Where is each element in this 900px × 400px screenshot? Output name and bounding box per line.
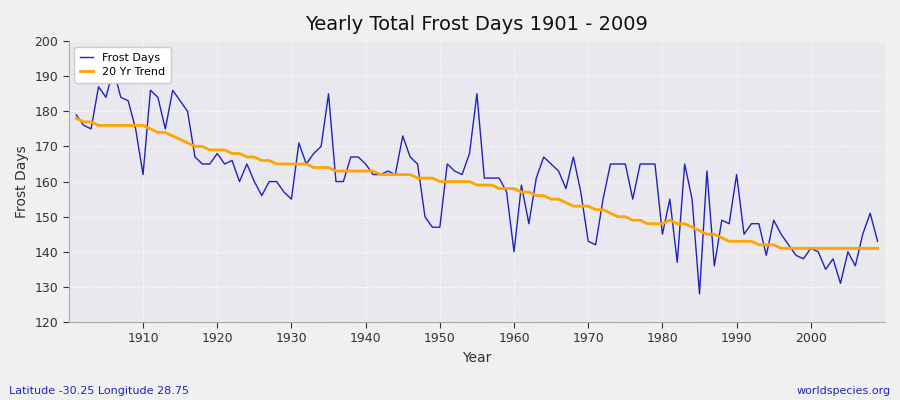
Frost Days <box>108 67 119 72</box>
Frost Days <box>138 172 148 177</box>
Frost Days <box>301 162 311 166</box>
Frost Days <box>605 162 616 166</box>
Frost Days <box>71 112 82 117</box>
20 Yr Trend <box>71 116 82 121</box>
20 Yr Trend <box>293 162 304 166</box>
Legend: Frost Days, 20 Yr Trend: Frost Days, 20 Yr Trend <box>75 47 171 83</box>
X-axis label: Year: Year <box>463 351 491 365</box>
20 Yr Trend <box>598 207 608 212</box>
20 Yr Trend <box>338 169 349 174</box>
Text: Latitude -30.25 Longitude 28.75: Latitude -30.25 Longitude 28.75 <box>9 386 189 396</box>
20 Yr Trend <box>501 186 512 191</box>
20 Yr Trend <box>872 246 883 251</box>
Frost Days <box>346 154 356 159</box>
20 Yr Trend <box>776 246 787 251</box>
Title: Yearly Total Frost Days 1901 - 2009: Yearly Total Frost Days 1901 - 2009 <box>305 15 648 34</box>
Line: 20 Yr Trend: 20 Yr Trend <box>76 118 878 248</box>
Text: worldspecies.org: worldspecies.org <box>796 386 891 396</box>
20 Yr Trend <box>130 123 141 128</box>
Frost Days <box>508 249 519 254</box>
Frost Days <box>694 292 705 296</box>
Frost Days <box>872 239 883 244</box>
Frost Days <box>516 183 526 188</box>
Y-axis label: Frost Days: Frost Days <box>15 145 29 218</box>
Line: Frost Days: Frost Days <box>76 69 878 294</box>
20 Yr Trend <box>508 186 519 191</box>
